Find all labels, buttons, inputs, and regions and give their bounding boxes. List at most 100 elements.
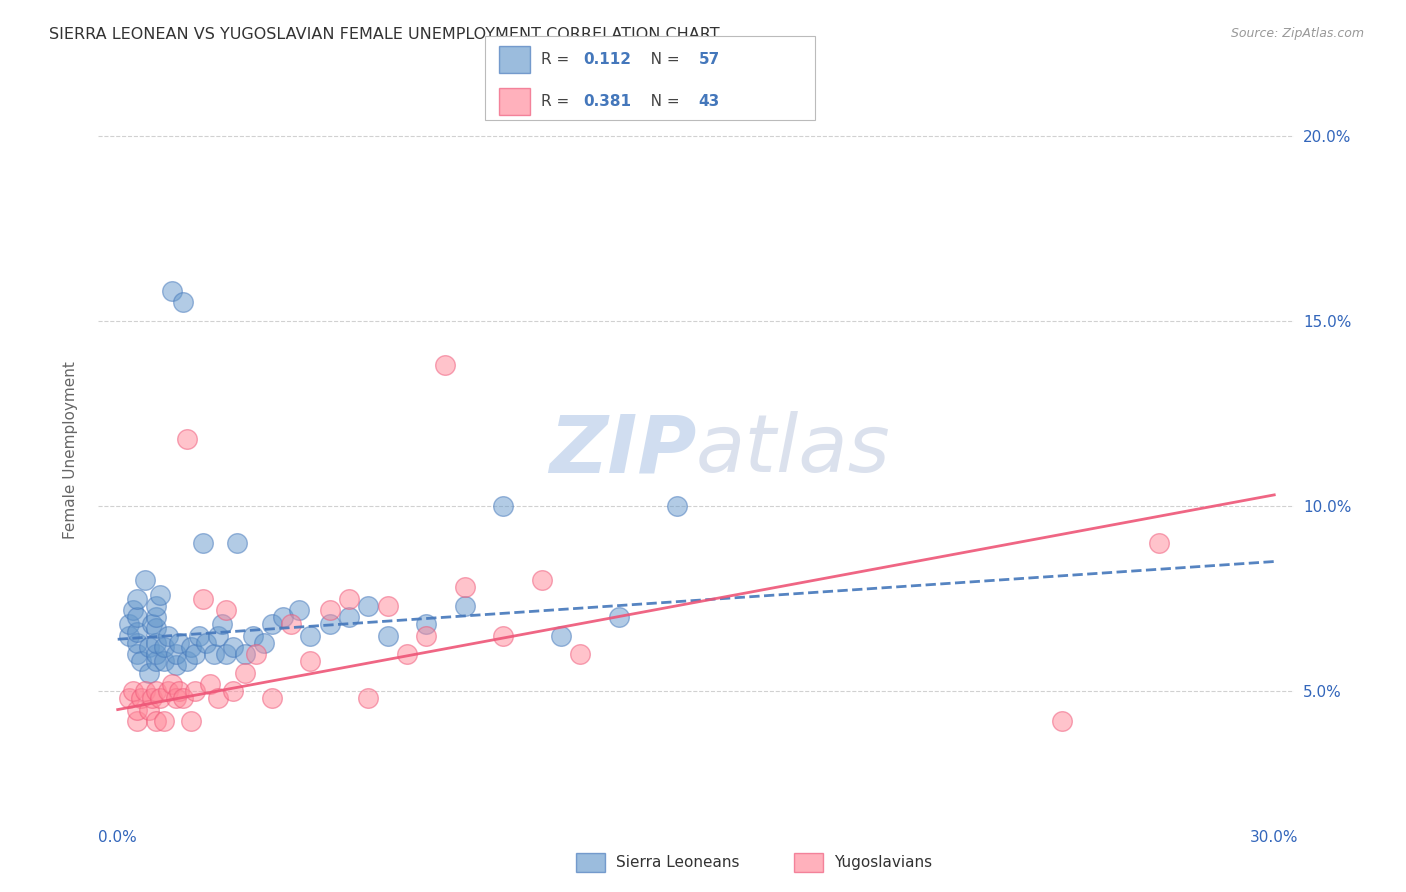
Point — [357, 599, 380, 613]
Text: SIERRA LEONEAN VS YUGOSLAVIAN FEMALE UNEMPLOYMENT CORRELATION CHART: SIERRA LEONEAN VS YUGOSLAVIAN FEMALE UNE… — [49, 27, 720, 42]
Text: N =: N = — [636, 52, 683, 67]
Point — [176, 433, 198, 447]
Point — [125, 714, 148, 728]
Point — [138, 640, 160, 654]
Text: R =: R = — [541, 52, 575, 67]
Point — [169, 636, 191, 650]
Point — [200, 676, 222, 690]
Text: N =: N = — [636, 95, 683, 110]
Point — [222, 640, 245, 654]
Point — [165, 691, 187, 706]
Point — [145, 684, 167, 698]
Point — [122, 602, 145, 616]
Point — [415, 628, 437, 642]
Point — [145, 621, 167, 635]
Point — [377, 599, 399, 613]
Text: Sierra Leoneans: Sierra Leoneans — [616, 855, 740, 870]
Point — [1147, 536, 1170, 550]
Point — [134, 573, 156, 587]
Point — [207, 628, 229, 642]
Point — [145, 599, 167, 613]
Point — [172, 295, 194, 310]
Point — [415, 617, 437, 632]
Point — [153, 655, 176, 669]
Point — [273, 610, 295, 624]
Point — [122, 684, 145, 698]
Point — [434, 359, 457, 373]
Point — [184, 647, 207, 661]
Point — [176, 655, 198, 669]
Point — [180, 640, 202, 654]
Point — [253, 636, 276, 650]
Point — [125, 647, 148, 661]
Point — [202, 647, 225, 661]
Text: 0.381: 0.381 — [583, 95, 631, 110]
Point — [280, 617, 302, 632]
Point — [665, 499, 688, 513]
Text: ZIP: ZIP — [548, 411, 696, 490]
Point — [138, 703, 160, 717]
Point — [260, 691, 283, 706]
Text: Source: ZipAtlas.com: Source: ZipAtlas.com — [1230, 27, 1364, 40]
Point — [187, 628, 209, 642]
Point — [118, 691, 141, 706]
Point — [160, 676, 183, 690]
Text: Yugoslavians: Yugoslavians — [834, 855, 932, 870]
Text: R =: R = — [541, 95, 575, 110]
Point — [245, 647, 267, 661]
Point — [319, 617, 342, 632]
Text: 43: 43 — [699, 95, 720, 110]
Point — [191, 591, 214, 606]
Point — [149, 588, 172, 602]
Point — [165, 647, 187, 661]
Point — [195, 636, 218, 650]
Point — [125, 624, 148, 639]
Point — [134, 684, 156, 698]
Point — [569, 647, 592, 661]
Point — [165, 658, 187, 673]
Point — [222, 684, 245, 698]
Point — [207, 691, 229, 706]
Point — [169, 684, 191, 698]
Point — [191, 536, 214, 550]
Point — [377, 628, 399, 642]
Point — [337, 610, 360, 624]
Point — [395, 647, 418, 661]
Point — [211, 617, 233, 632]
Point — [607, 610, 630, 624]
Point — [145, 636, 167, 650]
Point — [141, 617, 163, 632]
Text: atlas: atlas — [696, 411, 891, 490]
Point — [1050, 714, 1073, 728]
Point — [129, 655, 152, 669]
Point — [172, 691, 194, 706]
Point — [118, 617, 141, 632]
Point — [233, 665, 256, 680]
Point — [145, 647, 167, 661]
Text: 57: 57 — [699, 52, 720, 67]
Point — [125, 636, 148, 650]
Point — [141, 691, 163, 706]
Point — [357, 691, 380, 706]
Point — [129, 691, 152, 706]
Point — [299, 655, 322, 669]
Point — [226, 536, 249, 550]
Point — [138, 665, 160, 680]
Point — [319, 602, 342, 616]
Point — [160, 285, 183, 299]
Point — [492, 628, 515, 642]
Point — [156, 684, 179, 698]
Point — [153, 640, 176, 654]
Point — [156, 628, 179, 642]
Point — [184, 684, 207, 698]
Point — [299, 628, 322, 642]
Point — [214, 647, 236, 661]
Point — [260, 617, 283, 632]
Point — [145, 655, 167, 669]
Point — [242, 628, 264, 642]
Point — [530, 573, 553, 587]
Point — [233, 647, 256, 661]
Point — [550, 628, 572, 642]
Text: 0.112: 0.112 — [583, 52, 631, 67]
Point — [145, 610, 167, 624]
